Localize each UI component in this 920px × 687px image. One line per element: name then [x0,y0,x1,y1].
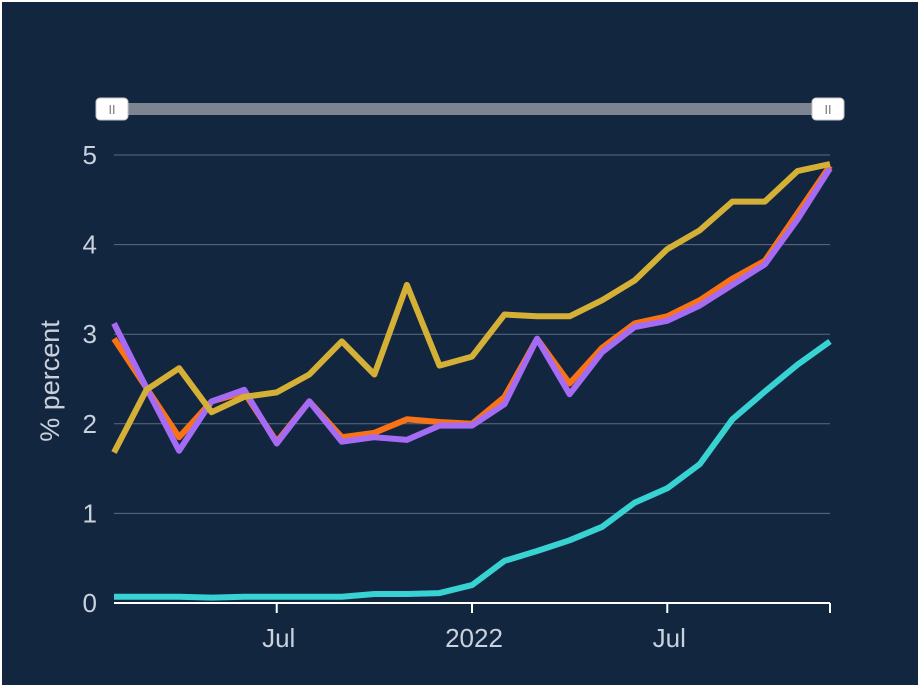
range-slider-track[interactable] [114,103,828,115]
range-slider-right-handle[interactable]: II [811,97,845,121]
series-lines [111,161,833,601]
left-handle-grip-icon: II [108,103,115,117]
x-tick-label-2022-07: Jul [653,623,686,653]
y-tick-label-3: 3 [83,319,97,349]
range-slider-left-handle[interactable]: II [95,97,129,121]
y-tick-label-5: 5 [83,140,97,170]
x-tick-label-2021-07: Jul [262,623,295,653]
grid-lines [114,154,830,514]
right-handle-grip-icon: II [824,103,831,117]
y-tick-label-2: 2 [83,409,97,439]
series-line-4 [114,338,832,601]
y-tick-label-1: 1 [83,498,97,528]
y-tick-label-4: 4 [83,230,97,260]
range-slider[interactable]: II II [95,97,845,121]
y-tick-label-0: 0 [83,588,97,618]
x-axis: Jul 2022 Jul [114,602,831,653]
series-line-2 [111,166,833,454]
y-axis-title: % percent [35,320,65,442]
y-axis-ticks: 0 1 2 3 4 5 [83,140,97,618]
x-tick-label-2022-01: 2022 [445,623,503,653]
series-line-3 [111,161,831,454]
